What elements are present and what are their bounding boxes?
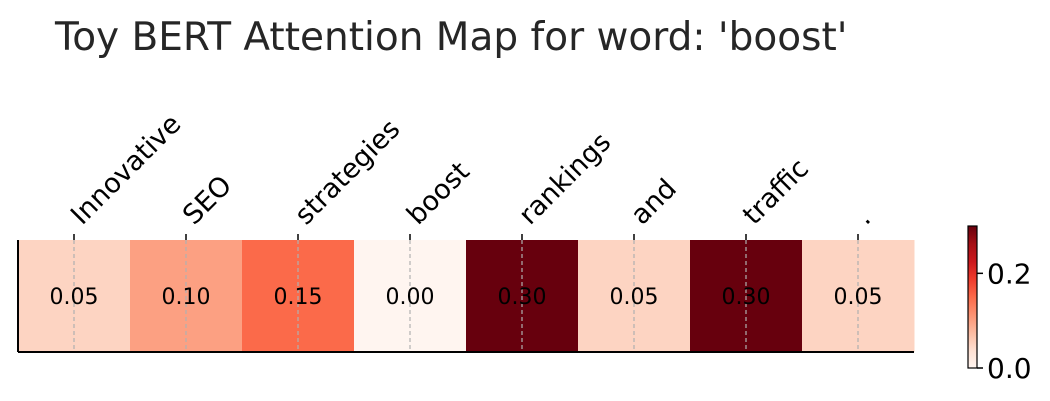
cell-value-label: 0.15 — [274, 285, 323, 310]
gridlines — [73, 240, 859, 352]
x-tick-label: SEO — [177, 170, 238, 231]
cell-value-label: 0.05 — [50, 285, 99, 310]
x-tick-label: boost — [401, 156, 476, 231]
cell-value-label: 0.10 — [162, 285, 211, 310]
cell-value-label: 0.30 — [722, 285, 771, 310]
cell-value-label: 0.05 — [610, 285, 659, 310]
x-axis-ticks — [73, 234, 859, 240]
colorbar-ticks: 0.0 0.2 — [977, 257, 1032, 385]
cell-value-label: 0.00 — [386, 285, 435, 310]
colorbar-gradient — [967, 225, 978, 369]
x-tick-label: rankings — [513, 127, 617, 231]
cell-value-labels: 0.05 0.10 0.15 0.00 0.30 0.05 0.30 0.05 — [50, 285, 883, 310]
colorbar: 0.0 0.2 — [967, 225, 1032, 385]
x-tick-label: . — [849, 203, 877, 231]
cell-value-label: 0.05 — [834, 285, 883, 310]
colorbar-tick-label: 0.0 — [987, 352, 1032, 385]
chart-title: Toy BERT Attention Map for word: 'boost' — [54, 15, 847, 60]
x-tick-label: and — [625, 173, 683, 231]
x-tick-label: traffic — [737, 153, 815, 231]
heatmap-cells — [18, 240, 915, 352]
cell-value-label: 0.30 — [498, 285, 547, 310]
x-tick-label: Innovative — [65, 109, 187, 231]
x-tick-label: strategies — [289, 114, 406, 231]
colorbar-tick-label: 0.2 — [987, 257, 1032, 290]
